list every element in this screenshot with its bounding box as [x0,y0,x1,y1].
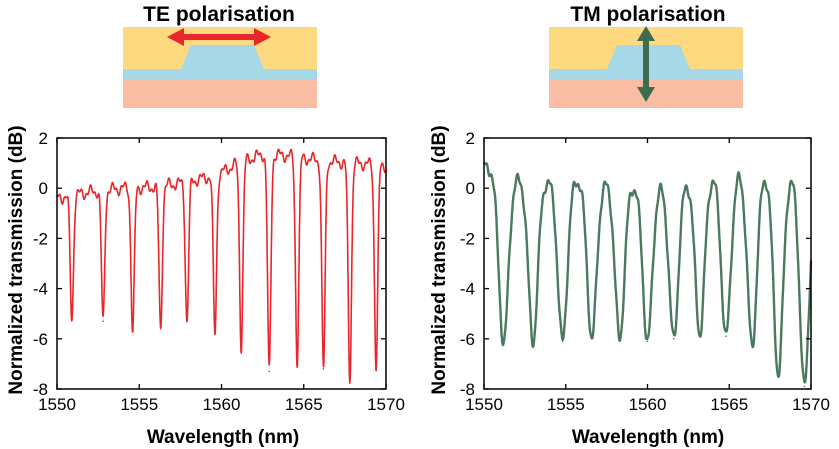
tm-dip-point-10 [777,373,780,375]
te-title: TE polarisation [143,3,295,26]
tm-dip-point-1 [532,340,534,343]
te-ytick-label: -2 [33,229,48,248]
tm-axes: 1550 1555 1560 1565 1570 2 0 -2 -4 -6 -8 [460,129,830,414]
tm-dip-point-11 [803,385,806,388]
tm-dip-point-2 [561,340,564,343]
tm-dip-point-3 [591,338,593,340]
tm-dip-point-5 [646,340,649,343]
tm-xtick-label: 1560 [629,395,667,414]
te-xlabel: Wavelength (nm) [147,427,299,448]
te-xtick-label: 1570 [367,395,405,414]
tm-arrow-head-up-icon [637,26,655,41]
tm-ytick-label: 2 [466,129,475,148]
tm-ytick-label: -4 [460,280,475,299]
te-plot-frame [56,137,387,390]
te-dip-point-7 [268,370,271,373]
te-arrow-head-right-icon [254,28,271,46]
te-ytick-label: 0 [39,179,48,198]
te-series-line [56,148,387,384]
tm-xtick-label: 1550 [465,395,503,414]
te-dip-point-0 [71,317,73,320]
te-dip-point-6 [240,345,242,348]
tm-panel: TM polarisation 1550 1555 1560 1565 1570 2 0 -2… [429,3,830,448]
te-core-slab [123,69,317,79]
te-dip-point-9 [322,368,325,370]
tm-xtick-label: 1570 [792,395,830,414]
te-ytick-label: -6 [33,330,48,349]
te-dip-point-11 [375,365,377,368]
te-waveguide-inset-icon [123,27,317,108]
te-substrate [123,79,317,108]
te-dip-point-4 [186,320,188,323]
tm-dip-point-0 [502,343,505,345]
tm-plot-frame [483,137,812,390]
te-ytick-label: -4 [33,280,48,299]
tm-xlabel: Wavelength (nm) [572,427,724,448]
tm-ytick-label: -6 [460,330,475,349]
tm-dip-point-9 [751,345,753,348]
tm-xtick-label: 1565 [710,395,748,414]
tm-ylabel: Normalized transmission (dB) [429,125,450,394]
te-xtick-label: 1565 [285,395,323,414]
tm-title: TM polarisation [570,3,725,26]
te-ytick-label: 2 [39,129,48,148]
te-ylabel: Normalized transmission (dB) [6,125,27,394]
te-axes: 1550 1555 1560 1565 1570 2 0 -2 -4 -6 -8 [33,129,405,414]
tm-waveguide-inset-icon [549,26,743,108]
tm-dip-point-7 [699,333,701,335]
te-dip-point-2 [131,330,134,333]
te-dip-point-5 [214,333,216,335]
te-dip-point-10 [349,378,351,380]
tm-xtick-label: 1555 [547,395,585,414]
te-core-rib [181,45,264,69]
tm-dip-point-8 [725,335,727,338]
te-dip-point-3 [159,328,162,330]
te-dip-point-1 [102,320,104,323]
tm-dip-point-6 [672,338,675,340]
te-ytick-label: -8 [33,380,48,399]
tm-ytick-label: -2 [460,229,475,248]
te-panel: TE polarisation 1550 1555 1560 1565 1570 2 0 -2… [6,3,405,448]
te-xtick-label: 1550 [38,395,76,414]
te-dip-point-8 [296,360,299,363]
te-xtick-label: 1555 [120,395,158,414]
te-arrow-head-left-icon [167,28,184,46]
tm-dip-point-4 [618,338,621,340]
tm-ytick-label: 0 [466,179,475,198]
tm-arrow-head-down-icon [637,87,655,102]
te-xtick-label: 1560 [203,395,241,414]
tm-series-line [482,161,813,384]
tm-ytick-label: -8 [460,380,475,399]
